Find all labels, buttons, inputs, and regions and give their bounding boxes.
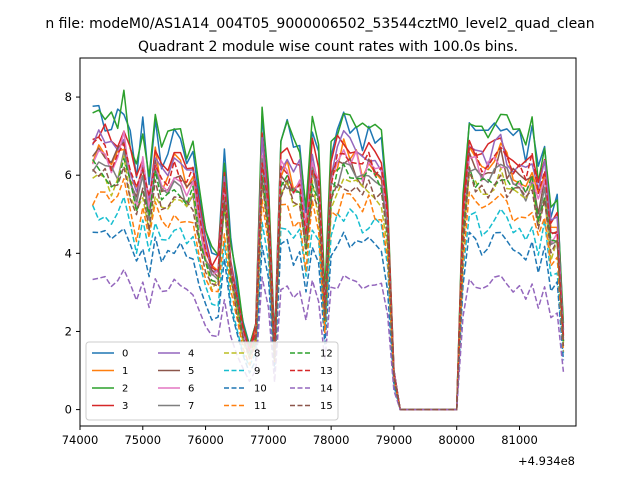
x-tick-label: 80000 [438, 433, 475, 447]
x-offset-label: +4.934e8 [518, 454, 575, 468]
series-line-14 [92, 268, 565, 411]
x-tick-label: 77000 [250, 433, 287, 447]
y-axis: 0 2 4 6 8 [65, 90, 80, 417]
y-tick-label: 4 [65, 246, 72, 260]
legend-label-6: 6 [188, 384, 194, 395]
legend-label-15: 15 [320, 401, 333, 412]
legend-label-10: 10 [254, 384, 267, 395]
legend-label-8: 8 [254, 349, 260, 360]
series-layer [91, 89, 565, 411]
x-tick-label: 78000 [313, 433, 350, 447]
series-line-10 [92, 227, 565, 411]
legend-label-0: 0 [122, 349, 128, 360]
x-axis: 74000 75000 76000 77000 78000 79000 80000 81000 [62, 426, 538, 447]
x-tick-label: 74000 [62, 433, 99, 447]
legend-label-3: 3 [122, 401, 128, 412]
series-line-13 [92, 136, 565, 411]
x-tick-label: 81000 [501, 433, 538, 447]
legend-label-14: 14 [320, 384, 333, 395]
legend-label-4: 4 [188, 349, 194, 360]
x-tick-label: 76000 [187, 433, 224, 447]
plot-frame [79, 57, 577, 427]
x-tick-label: 79000 [376, 433, 413, 447]
chart-title: Quadrant 2 module wise count rates with … [138, 39, 518, 55]
series-line-9 [91, 196, 565, 411]
legend-label-9: 9 [254, 366, 260, 377]
legend-label-5: 5 [188, 366, 194, 377]
series-line-2 [92, 89, 565, 411]
legend-label-2: 2 [122, 384, 128, 395]
y-tick-label: 8 [65, 90, 72, 104]
legend-label-7: 7 [188, 401, 194, 412]
chart-suptitle: n file: modeM0/AS1A14_004T05_9000006502_… [45, 16, 594, 32]
legend-label-13: 13 [320, 366, 333, 377]
legend-label-1: 1 [122, 366, 128, 377]
legend-box [85, 341, 339, 421]
y-tick-label: 0 [65, 403, 72, 417]
legend-label-12: 12 [320, 349, 333, 360]
series-line-15 [92, 165, 565, 411]
y-tick-label: 2 [65, 324, 72, 338]
x-tick-label: 75000 [124, 433, 161, 447]
legend-label-11: 11 [254, 401, 267, 412]
y-tick-label: 6 [65, 168, 72, 182]
